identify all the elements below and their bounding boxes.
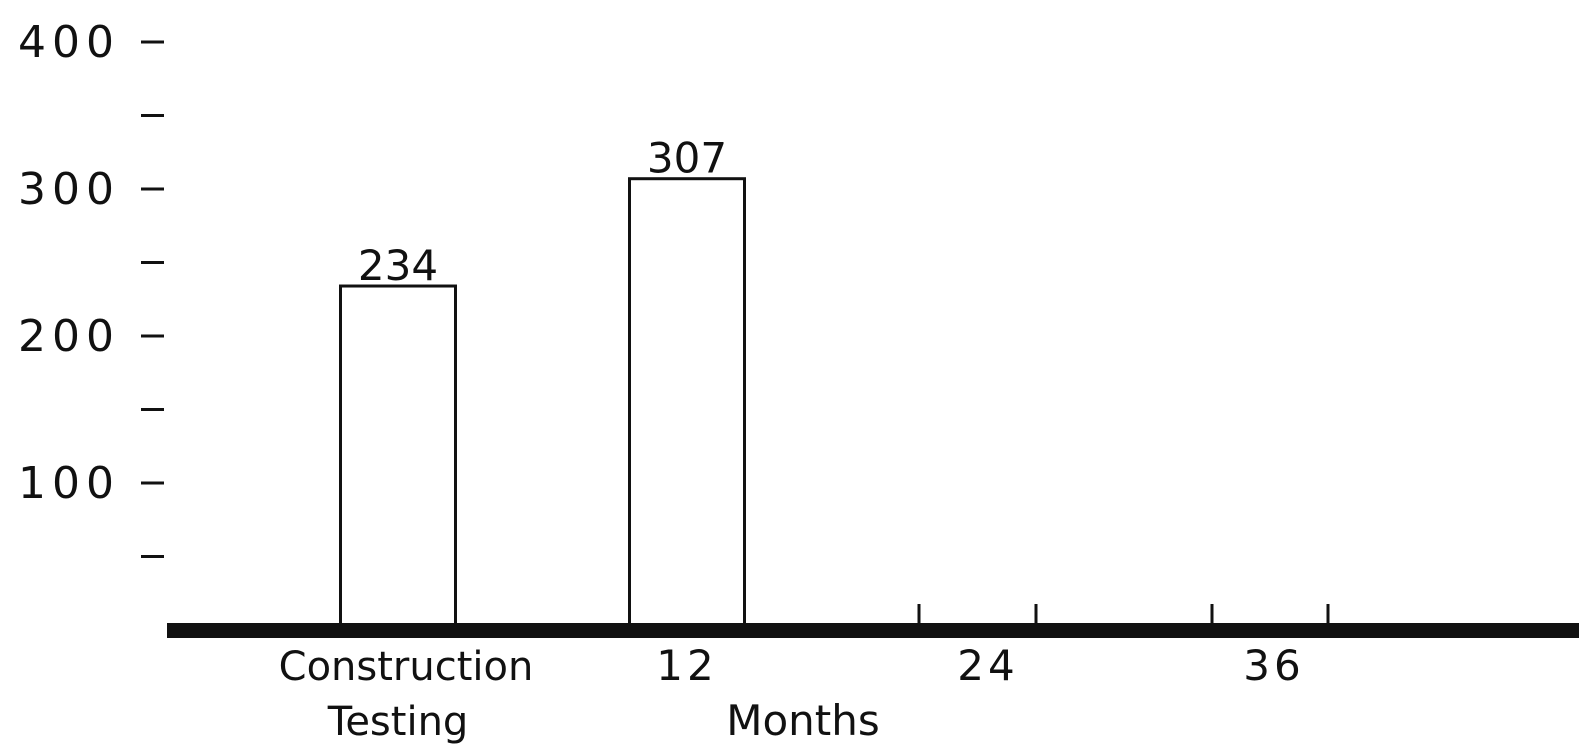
- y-tick-label-400: 400: [18, 17, 120, 68]
- y-axis: 400 300 200 100: [18, 17, 164, 558]
- x-tick-label-0-line2: Testing: [327, 699, 469, 745]
- y-tick-label-200: 200: [18, 311, 120, 362]
- x-tick-label-1: 12: [656, 641, 717, 690]
- bar-1: [628, 177, 746, 632]
- x-axis-baseline: [167, 623, 1579, 638]
- bars: 234 307: [339, 134, 746, 632]
- data-label-1: 307: [647, 134, 727, 183]
- y-tick-label-300: 300: [18, 164, 120, 215]
- bar-0: [339, 284, 457, 632]
- y-tick-label-100: 100: [18, 458, 120, 509]
- x-axis-title: Months: [726, 696, 880, 745]
- x-tick-label-2: 24: [957, 641, 1018, 690]
- data-label-0: 234: [358, 241, 438, 290]
- x-tick-label-3: 36: [1243, 641, 1304, 690]
- x-tick-label-0-line1: Construction: [279, 644, 534, 690]
- x-axis: Construction Testing 12 24 36: [167, 604, 1579, 745]
